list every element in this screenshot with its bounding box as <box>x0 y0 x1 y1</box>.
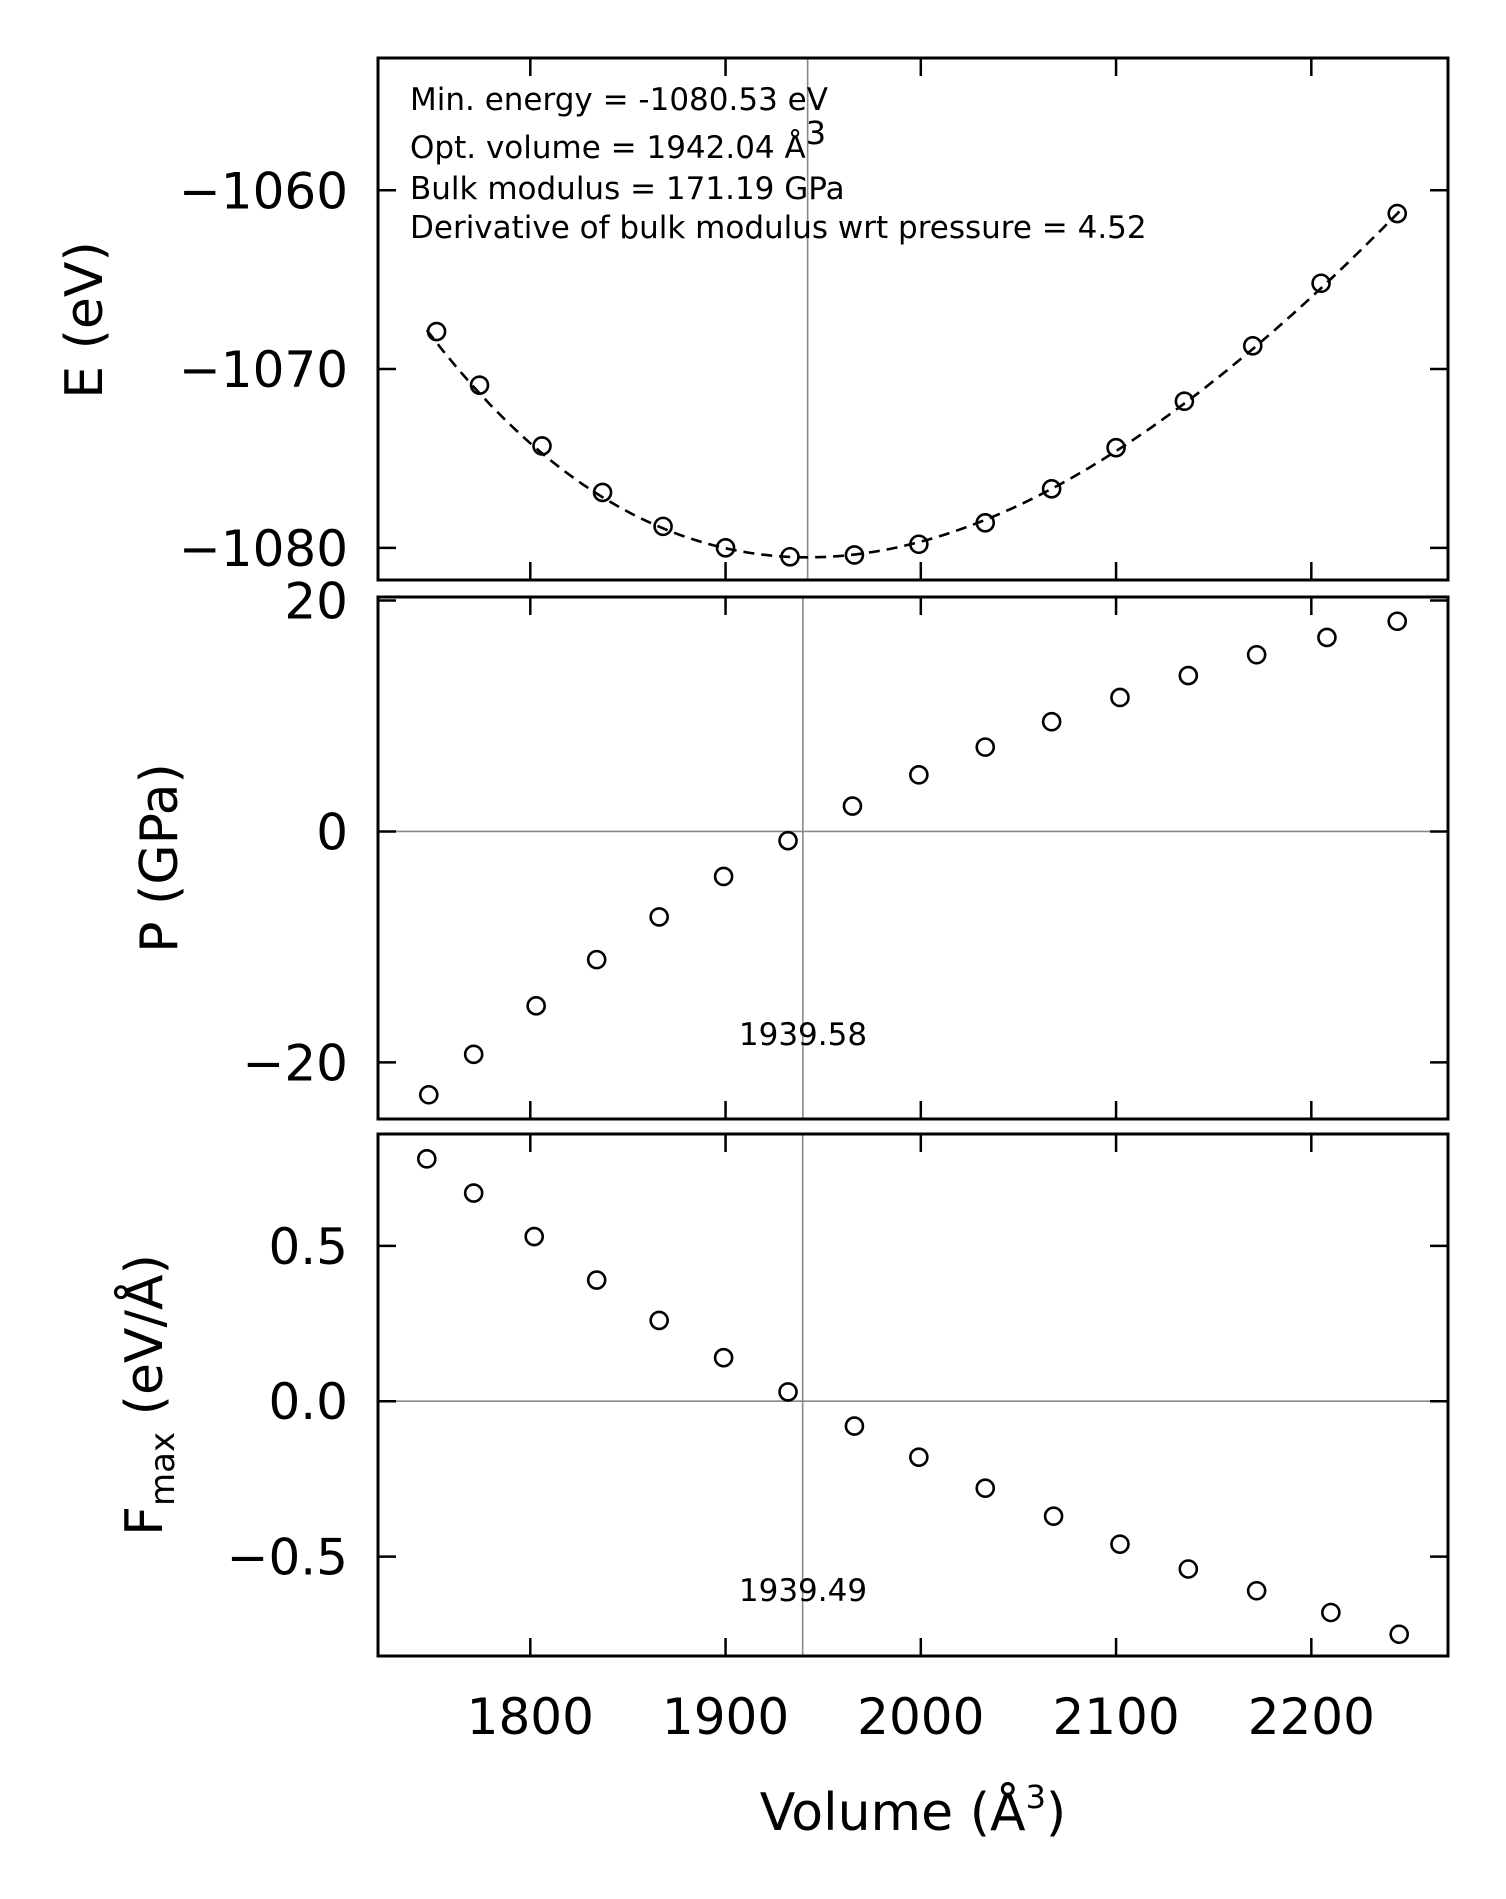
pressure-ytick-label: 0 <box>316 803 348 861</box>
energy-ylabel: E (eV) <box>55 241 115 399</box>
energy-ytick-label: −1070 <box>179 341 348 399</box>
pressure-point <box>526 996 546 1016</box>
pressure-point <box>463 1044 484 1065</box>
force-point <box>1246 1580 1267 1601</box>
force-point <box>1178 1559 1199 1579</box>
force-point <box>417 1149 437 1169</box>
energy-point <box>426 321 447 342</box>
force-ytick-label: 0.5 <box>268 1218 348 1276</box>
energy-point <box>469 375 490 395</box>
energy-point <box>653 516 673 537</box>
pressure-zero-crossing-label: 1939.58 <box>739 1017 867 1053</box>
force-point <box>713 1347 734 1368</box>
xtick-label: 2100 <box>1052 1688 1179 1746</box>
pressure-point <box>713 866 734 887</box>
pressure-point <box>778 830 798 851</box>
energy-point <box>715 538 736 558</box>
pressure-point <box>1178 665 1199 686</box>
energy-point <box>1242 336 1263 356</box>
pressure-point <box>586 949 607 970</box>
pressure-ytick-label: 20 <box>284 572 348 630</box>
pressure-ytick-label: −20 <box>242 1034 348 1092</box>
pressure-point <box>1387 611 1408 632</box>
energy-point <box>1106 437 1126 458</box>
energy-panel: −1060 −1070 −1080 E (eV) Min. energy = -10… <box>55 56 1450 582</box>
force-point <box>1321 1602 1341 1623</box>
opt-volume-annotation: Opt. volume = 1942.04 Å3 <box>410 114 826 166</box>
force-ylabel: Fmax (eV/Å) <box>113 1254 183 1536</box>
force-point <box>649 1310 669 1331</box>
force-point <box>1043 1506 1064 1526</box>
xtick-label: 1800 <box>467 1688 594 1746</box>
bulk-modulus-derivative-annotation: Derivative of bulk modulus wrt pressure … <box>410 210 1147 246</box>
pressure-point <box>1110 687 1130 708</box>
force-ytick-label: −0.5 <box>227 1529 348 1587</box>
pressure-axes-frame <box>376 595 1450 1121</box>
force-ytick-label: 0.0 <box>268 1373 348 1431</box>
pressure-point <box>909 765 929 785</box>
force-point <box>844 1416 865 1436</box>
energy-point <box>532 436 552 456</box>
energy-point <box>909 534 929 555</box>
force-point <box>586 1270 607 1290</box>
min-energy-annotation: Min. energy = -1080.53 eV <box>410 82 828 118</box>
force-axes-frame <box>376 1132 1450 1658</box>
energy-ytick-label: −1080 <box>179 520 348 578</box>
energy-point <box>592 482 613 503</box>
pressure-point <box>1317 627 1337 648</box>
energy-point <box>1311 273 1331 294</box>
force-point <box>1389 1624 1409 1645</box>
energy-point <box>975 512 996 533</box>
energy-axes-frame <box>376 56 1450 582</box>
force-panel: 0.5 0.0 −0.5 1800 1900 2000 2100 2200 Fmax (eV/… <box>113 1132 1450 1843</box>
xtick-label: 2000 <box>857 1688 984 1746</box>
pressure-panel: 20 0 −20 P (GPa) 1939.58 <box>130 572 1450 1121</box>
energy-point <box>1041 479 1062 499</box>
pressure-point <box>842 796 863 816</box>
force-point <box>463 1183 484 1203</box>
volume-xlabel: Volume (Å3) <box>760 1778 1066 1843</box>
energy-ytick-label: −1060 <box>179 162 348 220</box>
pressure-point <box>1041 711 1062 732</box>
energy-point <box>1174 391 1195 412</box>
force-point <box>1110 1534 1130 1554</box>
pressure-point <box>1246 644 1267 665</box>
energy-point <box>1387 203 1408 224</box>
energy-fit-curve <box>425 208 1403 559</box>
force-point <box>524 1226 545 1247</box>
energy-annotations: Min. energy = -1080.53 eV Opt. volume = … <box>410 82 1147 246</box>
xtick-label: 2200 <box>1248 1688 1375 1746</box>
force-point <box>778 1382 798 1402</box>
energy-point <box>844 545 865 565</box>
energy-point <box>780 546 800 567</box>
pressure-ylabel: P (GPa) <box>130 763 190 953</box>
pressure-point <box>975 737 996 757</box>
xtick-label: 1900 <box>662 1688 789 1746</box>
pressure-point <box>418 1084 439 1105</box>
bulk-modulus-annotation: Bulk modulus = 171.19 GPa <box>410 171 845 207</box>
force-point <box>975 1478 996 1499</box>
force-zero-crossing-label: 1939.49 <box>739 1573 867 1609</box>
force-point <box>909 1447 929 1467</box>
pressure-point <box>649 907 669 927</box>
